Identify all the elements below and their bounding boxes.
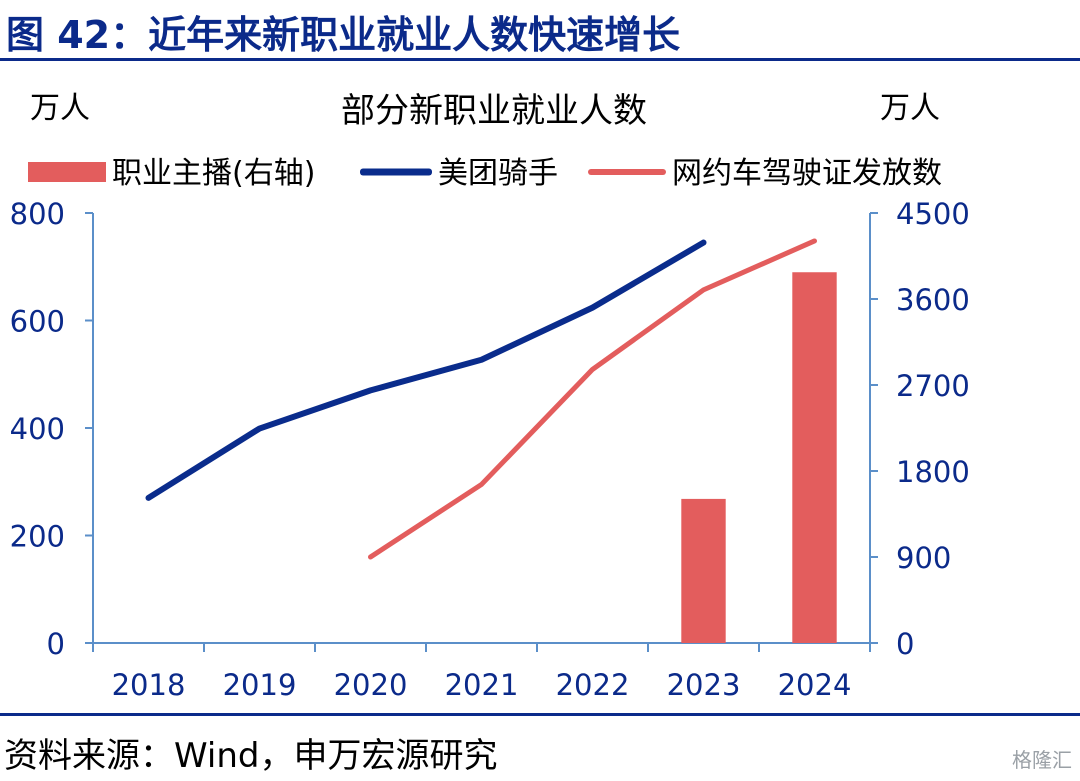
legend: 职业主播(右轴) 美团骑手 网约车驾驶证发放数 (28, 156, 942, 191)
line-meituan (145, 239, 707, 501)
bar-anchor (681, 498, 726, 643)
right-tick-label: 900 (896, 541, 951, 575)
right-tick-label: 4500 (896, 197, 970, 231)
x-tick-label: 2024 (778, 668, 852, 702)
source-rule (0, 713, 1080, 716)
source-note: 资料来源：Wind，申万宏源研究 (4, 736, 498, 776)
legend-label-2: 网约车驾驶证发放数 (672, 156, 942, 191)
legend-swatch-2 (588, 169, 666, 175)
legend-label-0: 职业主播(右轴) (112, 156, 315, 191)
x-tick-label: 2019 (223, 668, 297, 702)
right-axis-unit: 万人 (880, 91, 940, 126)
figure-title: 图 42：近年来新职业就业人数快速增长 (6, 13, 681, 57)
left-tick-label: 400 (10, 412, 65, 446)
x-tick-label: 2018 (112, 668, 186, 702)
right-tick-label: 1800 (896, 455, 970, 489)
line-ridehail (368, 238, 817, 560)
left-tick-label: 600 (10, 305, 65, 339)
x-tick-label: 2023 (667, 668, 741, 702)
left-tick-label: 0 (47, 627, 65, 661)
left-tick-label: 800 (10, 197, 65, 231)
right-tick-label: 0 (896, 627, 914, 661)
right-tick-label: 3600 (896, 283, 970, 317)
bar-series (681, 272, 837, 643)
left-tick-label: 200 (10, 520, 65, 554)
x-tick-label: 2022 (556, 668, 630, 702)
x-tick-label: 2020 (334, 668, 408, 702)
left-axis-unit: 万人 (30, 91, 90, 126)
bar-anchor (792, 272, 837, 643)
x-tick-label: 2021 (445, 668, 519, 702)
watermark: 格隆汇 (1012, 748, 1072, 772)
axes: 0 200 400 600 800 0 900 1800 2700 3600 4500 2018 201… (10, 197, 970, 702)
title-rule (0, 58, 1080, 61)
legend-label-1: 美团骑手 (438, 156, 558, 191)
legend-swatch-1 (360, 168, 432, 176)
line-series (145, 238, 817, 560)
right-tick-label: 2700 (896, 369, 970, 403)
legend-swatch-0 (28, 162, 106, 182)
chart-title: 部分新职业就业人数 (341, 91, 647, 131)
